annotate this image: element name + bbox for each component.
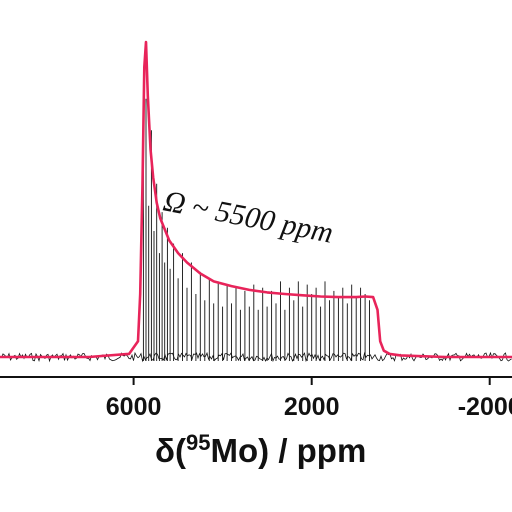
baseline-noise-trace [0, 351, 512, 363]
x-axis-title-prefix: δ( [155, 432, 186, 469]
x-axis-title-superscript: 95 [186, 430, 210, 455]
x-axis-title: δ(95Mo) / ppm [155, 430, 366, 469]
simulated-spectrum-line [0, 40, 512, 359]
x-axis-ticks: 6000 2000 -2000 [106, 377, 512, 421]
x-tick-label: 6000 [106, 393, 162, 421]
x-axis-title-nucleus: Mo [211, 432, 259, 469]
x-axis-title-suffix: ) / ppm [258, 432, 366, 469]
x-tick-label: 2000 [284, 393, 340, 421]
experimental-spectrum [142, 98, 370, 361]
anisotropy-annotation: Ω ~ 5500 ppm [161, 184, 336, 249]
experimental-baseline-noise [0, 351, 512, 363]
x-tick-label: -2000 [458, 393, 512, 421]
